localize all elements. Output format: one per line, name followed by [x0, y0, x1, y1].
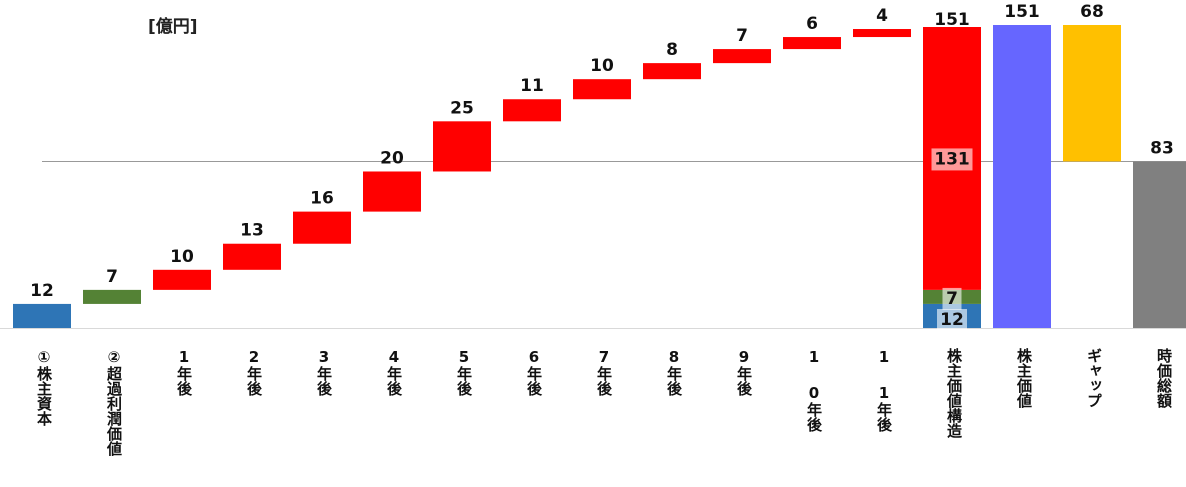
bar-label-6: 25: [450, 98, 474, 118]
category-label: 株主価値: [1015, 348, 1033, 408]
stack-label-excess-bg: [942, 287, 962, 310]
bar-8: [573, 79, 631, 100]
bar-label-16: 83: [1150, 138, 1174, 158]
bar-label-5: 20: [380, 148, 404, 168]
bar-4: [293, 211, 351, 244]
category-label: 6年後: [525, 348, 543, 396]
category-label: 4年後: [385, 348, 403, 396]
bar-2: [153, 269, 211, 290]
bar-15: [1063, 25, 1121, 162]
category-label: 株主価値構造: [945, 348, 963, 438]
stack-label-future-bg: [931, 148, 973, 171]
bar-10: [713, 49, 771, 64]
bar-7: [503, 99, 561, 122]
bar-16: [1133, 161, 1186, 328]
bar-1: [83, 289, 141, 304]
bar-label-15: 68: [1080, 2, 1104, 22]
category-label: 9年後: [735, 348, 753, 396]
bar-label-8: 10: [590, 56, 614, 76]
bar-label-4: 16: [310, 189, 334, 209]
stack-label-equity: 12: [940, 310, 964, 330]
bar-label-7: 11: [520, 76, 544, 96]
stack-label-equity-bg: [937, 309, 967, 331]
stack-label-future: 131: [934, 149, 970, 169]
category-label: 5年後: [455, 348, 473, 396]
bar-label-13: 151: [934, 10, 970, 30]
bar-label-14: 151: [1004, 2, 1040, 22]
bar-label-11: 6: [806, 14, 818, 34]
stack-label-excess: 7: [946, 289, 958, 309]
category-label: 1年後: [175, 348, 193, 396]
unit-label: [億円]: [148, 17, 198, 37]
bar-label-10: 7: [736, 26, 748, 46]
category-label: ギャップ: [1085, 348, 1103, 408]
category-label: 2年後: [245, 348, 263, 396]
category-label: 時価総額: [1155, 348, 1173, 408]
bar-12: [853, 29, 911, 38]
bar-label-12: 4: [876, 6, 888, 26]
category-label: 1 1年後: [875, 348, 893, 432]
bar-6: [433, 121, 491, 172]
category-label: 1 0年後: [805, 348, 823, 432]
bar-label-0: 12: [30, 281, 54, 301]
bar-label-9: 8: [666, 40, 678, 60]
bar-label-1: 7: [106, 267, 118, 287]
bar-label-3: 13: [240, 221, 264, 241]
category-label: 7年後: [595, 348, 613, 396]
bar-label-2: 10: [170, 247, 194, 267]
bar-3: [223, 243, 281, 270]
category-label: 3年後: [315, 348, 333, 396]
category-label: 8年後: [665, 348, 683, 396]
bar-11: [783, 37, 841, 50]
bar-5: [363, 171, 421, 212]
bar-14: [993, 25, 1051, 328]
category-label: ①株主資本: [35, 348, 53, 426]
bar-0: [13, 303, 71, 328]
bar-9: [643, 63, 701, 80]
category-label: ②超過利潤価値: [105, 348, 123, 456]
